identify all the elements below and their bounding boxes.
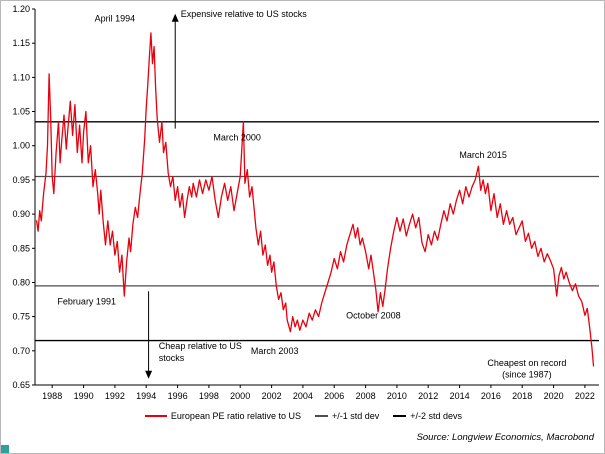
legend-label-series: European PE ratio relative to US bbox=[170, 411, 301, 421]
svg-text:1998: 1998 bbox=[199, 391, 219, 401]
legend-item-2std: +/-2 std devs bbox=[393, 411, 462, 421]
svg-text:Expensive relative to US stock: Expensive relative to US stocks bbox=[181, 9, 308, 19]
svg-text:Cheapest on record: Cheapest on record bbox=[487, 358, 566, 368]
svg-text:2008: 2008 bbox=[356, 391, 376, 401]
svg-text:0.75: 0.75 bbox=[12, 312, 30, 322]
svg-text:2014: 2014 bbox=[450, 391, 470, 401]
svg-text:April 1994: April 1994 bbox=[95, 13, 136, 23]
svg-text:1.10: 1.10 bbox=[12, 72, 30, 82]
svg-text:March 2000: March 2000 bbox=[213, 132, 261, 142]
chart-legend: European PE ratio relative to US +/-1 st… bbox=[1, 411, 604, 421]
svg-text:1.00: 1.00 bbox=[12, 141, 30, 151]
svg-text:2004: 2004 bbox=[293, 391, 313, 401]
legend-label-1std: +/-1 std dev bbox=[332, 411, 380, 421]
legend-swatch-1std bbox=[315, 415, 328, 417]
svg-text:0.95: 0.95 bbox=[12, 175, 30, 185]
legend-label-2std: +/-2 std devs bbox=[410, 411, 463, 421]
svg-text:2018: 2018 bbox=[512, 391, 532, 401]
svg-text:2002: 2002 bbox=[262, 391, 282, 401]
svg-text:2022: 2022 bbox=[575, 391, 595, 401]
svg-text:1990: 1990 bbox=[74, 391, 94, 401]
source-note: Source: Longview Economics, Macrobond bbox=[416, 432, 594, 443]
corner-mark bbox=[1, 445, 9, 453]
svg-text:1.15: 1.15 bbox=[12, 38, 30, 48]
svg-text:October 2008: October 2008 bbox=[346, 311, 401, 321]
svg-text:March 2015: March 2015 bbox=[459, 150, 507, 160]
svg-text:1988: 1988 bbox=[42, 391, 62, 401]
svg-text:Cheap relative to US: Cheap relative to US bbox=[159, 341, 242, 351]
svg-text:1996: 1996 bbox=[168, 391, 188, 401]
svg-text:1.20: 1.20 bbox=[12, 4, 30, 14]
line-chart: 0.65 0.70 0.75 0.80 0.85 0.90 0.95 1.00 1.05 1.10… bbox=[1, 1, 604, 401]
svg-text:March 2003: March 2003 bbox=[251, 346, 299, 356]
svg-text:0.85: 0.85 bbox=[12, 243, 30, 253]
svg-text:(since 1987): (since 1987) bbox=[502, 370, 552, 380]
svg-text:1994: 1994 bbox=[136, 391, 156, 401]
svg-text:1992: 1992 bbox=[105, 391, 125, 401]
svg-text:stocks: stocks bbox=[159, 353, 185, 363]
svg-text:2020: 2020 bbox=[544, 391, 564, 401]
svg-text:0.65: 0.65 bbox=[12, 380, 30, 390]
svg-text:2000: 2000 bbox=[230, 391, 250, 401]
svg-text:2016: 2016 bbox=[481, 391, 501, 401]
svg-text:2012: 2012 bbox=[418, 391, 438, 401]
legend-item-series: European PE ratio relative to US bbox=[144, 411, 301, 421]
svg-text:2006: 2006 bbox=[324, 391, 344, 401]
svg-text:February 1991: February 1991 bbox=[57, 296, 116, 306]
svg-text:0.80: 0.80 bbox=[12, 278, 30, 288]
svg-text:0.70: 0.70 bbox=[12, 346, 30, 356]
svg-text:0.90: 0.90 bbox=[12, 209, 30, 219]
legend-item-1std: +/-1 std dev bbox=[315, 411, 379, 421]
svg-text:1.05: 1.05 bbox=[12, 107, 30, 117]
svg-text:2010: 2010 bbox=[387, 391, 407, 401]
legend-swatch-series bbox=[144, 415, 167, 417]
legend-swatch-2std bbox=[393, 415, 407, 417]
